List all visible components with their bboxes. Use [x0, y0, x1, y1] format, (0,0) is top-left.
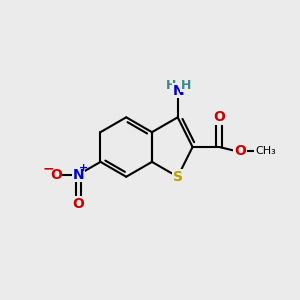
Text: N: N — [172, 84, 184, 98]
Text: CH₃: CH₃ — [255, 146, 276, 157]
Text: H: H — [166, 79, 176, 92]
Text: S: S — [173, 170, 183, 184]
Text: +: + — [79, 163, 88, 173]
Text: −: − — [42, 161, 54, 175]
Text: O: O — [73, 196, 85, 211]
Text: O: O — [234, 145, 246, 158]
Text: H: H — [181, 79, 191, 92]
Text: O: O — [213, 110, 225, 124]
Text: N: N — [73, 167, 84, 182]
Text: O: O — [50, 167, 62, 182]
